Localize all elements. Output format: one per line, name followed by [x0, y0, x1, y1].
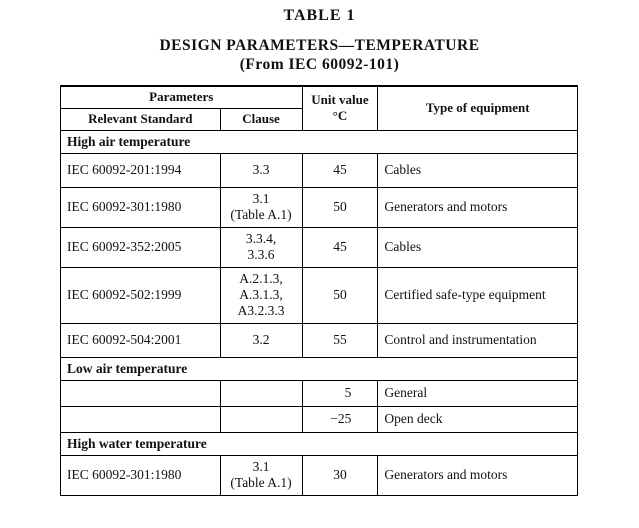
relevant-standard-cell: IEC 60092-502:1999 [60, 266, 221, 324]
equipment-type-cell: Cables [377, 152, 578, 188]
table-row: IEC 60092-502:1999 A.2.1.3, A.3.1.3, A3.2.3… [60, 266, 578, 324]
clause-cell: 3.1 (Table A.1) [219, 454, 303, 496]
relevant-standard-cell: IEC 60092-201:1994 [60, 152, 221, 188]
unit-value-cell: 50 [301, 266, 379, 324]
table-subtitle: DESIGN PARAMETERS—TEMPERATURE [159, 37, 480, 54]
clause-cell [219, 379, 303, 407]
type-of-equipment-header: Type of equipment [377, 85, 578, 131]
table-row: IEC 60092-301:1980 3.1 (Table A.1) 30 Genera… [60, 454, 578, 496]
equipment-type-cell: General [377, 379, 578, 407]
unit-value-cell: 45 [301, 152, 379, 188]
clause-cell: 3.2 [219, 322, 303, 358]
table-row: 5 General [60, 379, 578, 407]
section-row: High water temperature [60, 431, 578, 456]
section-row: High air temperature [60, 129, 578, 154]
clause-cell: 3.1 (Table A.1) [219, 186, 303, 228]
clause-line: 3.2 [252, 332, 270, 347]
unit-value-cell: 50 [301, 186, 379, 228]
table-row: IEC 60092-201:1994 3.3 45 Cables [60, 152, 578, 188]
clause-cell: A.2.1.3, A.3.1.3, A3.2.3.3 [219, 266, 303, 324]
clause-line: 3.3.4, [245, 231, 277, 246]
table-row: IEC 60092-504:2001 3.2 55 Control and instr… [60, 322, 578, 358]
relevant-standard-cell: IEC 60092-352:2005 [60, 226, 221, 268]
unit-value-cell: −25 [301, 405, 379, 433]
clause-line: 3.1 [252, 459, 270, 474]
equipment-type-cell: Cables [377, 226, 578, 268]
clause-line: 3.3 [252, 162, 270, 177]
clause-line: 3.1 [252, 191, 270, 206]
relevant-standard-cell: IEC 60092-504:2001 [60, 322, 221, 358]
design-parameters-table: Parameters Unit value °C Type of equipme… [60, 85, 578, 496]
table-header: Parameters Unit value °C Type of equipme… [60, 85, 578, 131]
relevant-standard-cell: IEC 60092-301:1980 [60, 454, 221, 496]
section-title: High air temperature [60, 129, 578, 154]
relevant-standard-cell [60, 405, 221, 433]
unit-value-label: Unit value [311, 92, 369, 108]
equipment-type-cell: Generators and motors [377, 186, 578, 228]
clause-line: (Table A.1) [230, 475, 292, 490]
relevant-standard-cell [60, 379, 221, 407]
section-row: Low air temperature [60, 356, 578, 381]
table-row: IEC 60092-301:1980 3.1 (Table A.1) 50 Genera… [60, 186, 578, 228]
table-body: High air temperature IEC 60092-201:1994 3.… [60, 129, 578, 496]
equipment-type-cell: Open deck [377, 405, 578, 433]
table-title: TABLE 1 [283, 7, 356, 24]
table-row: IEC 60092-352:2005 3.3.4, 3.3.6 45 Cables [60, 226, 578, 268]
unit-value-cell: 5 [301, 379, 379, 407]
section-title: High water temperature [60, 431, 578, 456]
unit-value-header: Unit value °C [301, 85, 379, 131]
clause-line: A.2.1.3, [239, 271, 283, 286]
clause-line: A.3.1.3, [239, 287, 283, 302]
clause-cell [219, 405, 303, 433]
clause-header: Clause [219, 107, 303, 131]
clause-cell: 3.3.4, 3.3.6 [219, 226, 303, 268]
relevant-standard-cell: IEC 60092-301:1980 [60, 186, 221, 228]
parameters-header: Parameters [60, 85, 303, 109]
unit-label: °C [332, 108, 348, 124]
clause-line: 3.3.6 [247, 247, 275, 262]
unit-value-cell: 30 [301, 454, 379, 496]
unit-value-cell: 45 [301, 226, 379, 268]
unit-value-cell: 55 [301, 322, 379, 358]
relevant-standard-header: Relevant Standard [60, 107, 221, 131]
section-title: Low air temperature [60, 356, 578, 381]
equipment-type-cell: Generators and motors [377, 454, 578, 496]
table-row: −25 Open deck [60, 405, 578, 433]
clause-line: (Table A.1) [230, 207, 292, 222]
equipment-type-cell: Certified safe-type equipment [377, 266, 578, 324]
clause-cell: 3.3 [219, 152, 303, 188]
table-source: (From IEC 60092-101) [239, 56, 400, 73]
clause-line: A3.2.3.3 [237, 303, 285, 318]
equipment-type-cell: Control and instrumentation [377, 322, 578, 358]
